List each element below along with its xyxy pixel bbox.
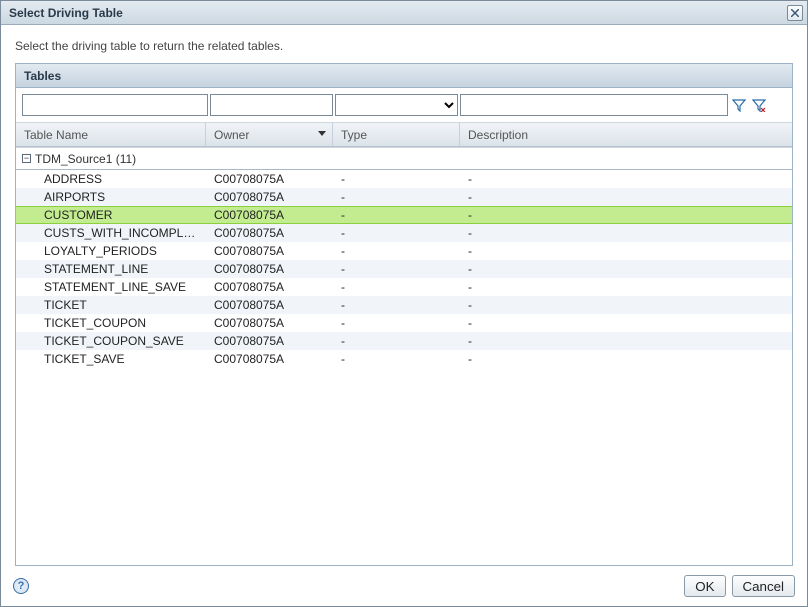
cell-description: - bbox=[460, 316, 792, 330]
cell-owner: C00708075A bbox=[206, 208, 333, 222]
table-row[interactable]: CUSTS_WITH_INCOMPLETE_…C00708075A-- bbox=[16, 224, 792, 242]
cell-table-name: LOYALTY_PERIODS bbox=[16, 244, 206, 258]
help-button[interactable]: ? bbox=[13, 578, 29, 594]
table-row[interactable]: TICKETC00708075A-- bbox=[16, 296, 792, 314]
cell-owner: C00708075A bbox=[206, 298, 333, 312]
col-header-type-label: Type bbox=[341, 128, 367, 142]
group-row[interactable]: − TDM_Source1 (11) bbox=[16, 148, 792, 170]
cell-type: - bbox=[333, 316, 460, 330]
table-row[interactable]: TICKET_COUPON_SAVEC00708075A-- bbox=[16, 332, 792, 350]
name-filter-input[interactable] bbox=[22, 94, 208, 116]
cell-description: - bbox=[460, 172, 792, 186]
select-driving-table-dialog: Select Driving Table Select the driving … bbox=[0, 0, 808, 607]
cell-type: - bbox=[333, 352, 460, 366]
cell-owner: C00708075A bbox=[206, 226, 333, 240]
cell-owner: C00708075A bbox=[206, 334, 333, 348]
cell-table-name: TICKET_SAVE bbox=[16, 352, 206, 366]
cell-table-name: ADDRESS bbox=[16, 172, 206, 186]
type-filter-select[interactable] bbox=[335, 94, 458, 116]
cell-table-name: AIRPORTS bbox=[16, 190, 206, 204]
dialog-titlebar: Select Driving Table bbox=[1, 1, 807, 25]
col-header-description[interactable]: Description bbox=[460, 123, 792, 146]
cell-type: - bbox=[333, 280, 460, 294]
col-header-owner-label: Owner bbox=[214, 128, 249, 142]
table-row[interactable]: AIRPORTSC00708075A-- bbox=[16, 188, 792, 206]
instruction-text: Select the driving table to return the r… bbox=[15, 39, 793, 53]
cell-type: - bbox=[333, 226, 460, 240]
cell-table-name: CUSTS_WITH_INCOMPLETE_… bbox=[16, 226, 206, 240]
cell-table-name: STATEMENT_LINE_SAVE bbox=[16, 280, 206, 294]
description-filter-input[interactable] bbox=[460, 94, 728, 116]
table-row[interactable]: STATEMENT_LINEC00708075A-- bbox=[16, 260, 792, 278]
col-header-name[interactable]: Table Name bbox=[16, 123, 206, 146]
table-row[interactable]: STATEMENT_LINE_SAVEC00708075A-- bbox=[16, 278, 792, 296]
cancel-button[interactable]: Cancel bbox=[732, 575, 796, 597]
cell-table-name: CUSTOMER bbox=[16, 208, 206, 222]
col-header-description-label: Description bbox=[468, 128, 528, 142]
col-header-name-label: Table Name bbox=[24, 128, 88, 142]
cell-owner: C00708075A bbox=[206, 262, 333, 276]
cell-description: - bbox=[460, 226, 792, 240]
clear-filter-button[interactable] bbox=[750, 96, 768, 114]
apply-filter-button[interactable] bbox=[730, 96, 748, 114]
cell-description: - bbox=[460, 334, 792, 348]
dialog-title: Select Driving Table bbox=[9, 6, 787, 20]
col-header-owner[interactable]: Owner bbox=[206, 123, 333, 146]
funnel-clear-icon bbox=[752, 98, 766, 112]
dialog-content: Select the driving table to return the r… bbox=[1, 25, 807, 566]
close-icon bbox=[791, 9, 799, 17]
grid-body[interactable]: − TDM_Source1 (11) ADDRESSC00708075A--AI… bbox=[16, 147, 792, 565]
cell-table-name: TICKET bbox=[16, 298, 206, 312]
cell-description: - bbox=[460, 298, 792, 312]
close-button[interactable] bbox=[787, 5, 803, 21]
column-headers: Table Name Owner Type Description bbox=[16, 123, 792, 147]
cell-type: - bbox=[333, 208, 460, 222]
cell-description: - bbox=[460, 208, 792, 222]
cell-type: - bbox=[333, 190, 460, 204]
cell-owner: C00708075A bbox=[206, 352, 333, 366]
cell-type: - bbox=[333, 244, 460, 258]
cell-owner: C00708075A bbox=[206, 316, 333, 330]
cell-table-name: TICKET_COUPON bbox=[16, 316, 206, 330]
cell-description: - bbox=[460, 244, 792, 258]
cell-owner: C00708075A bbox=[206, 280, 333, 294]
cell-table-name: TICKET_COUPON_SAVE bbox=[16, 334, 206, 348]
group-label: TDM_Source1 (11) bbox=[35, 152, 136, 166]
cell-owner: C00708075A bbox=[206, 172, 333, 186]
funnel-icon bbox=[732, 98, 746, 112]
table-row[interactable]: CUSTOMERC00708075A-- bbox=[16, 206, 792, 224]
cell-owner: C00708075A bbox=[206, 244, 333, 258]
cell-description: - bbox=[460, 262, 792, 276]
cell-owner: C00708075A bbox=[206, 190, 333, 204]
cell-description: - bbox=[460, 190, 792, 204]
tables-panel: Tables Table Name Owner bbox=[15, 63, 793, 566]
cell-type: - bbox=[333, 334, 460, 348]
cell-type: - bbox=[333, 172, 460, 186]
table-row[interactable]: TICKET_SAVEC00708075A-- bbox=[16, 350, 792, 368]
cell-description: - bbox=[460, 352, 792, 366]
owner-filter-input[interactable] bbox=[210, 94, 333, 116]
table-row[interactable]: LOYALTY_PERIODSC00708075A-- bbox=[16, 242, 792, 260]
collapse-toggle[interactable]: − bbox=[22, 154, 31, 163]
table-row[interactable]: ADDRESSC00708075A-- bbox=[16, 170, 792, 188]
cell-type: - bbox=[333, 298, 460, 312]
filter-row bbox=[16, 88, 792, 123]
table-row[interactable]: TICKET_COUPONC00708075A-- bbox=[16, 314, 792, 332]
cell-table-name: STATEMENT_LINE bbox=[16, 262, 206, 276]
col-header-type[interactable]: Type bbox=[333, 123, 460, 146]
tables-panel-header: Tables bbox=[16, 64, 792, 88]
cell-type: - bbox=[333, 262, 460, 276]
sort-arrow-icon bbox=[318, 131, 326, 136]
dialog-footer: ? OK Cancel bbox=[1, 566, 807, 606]
cell-description: - bbox=[460, 280, 792, 294]
ok-button[interactable]: OK bbox=[684, 575, 725, 597]
